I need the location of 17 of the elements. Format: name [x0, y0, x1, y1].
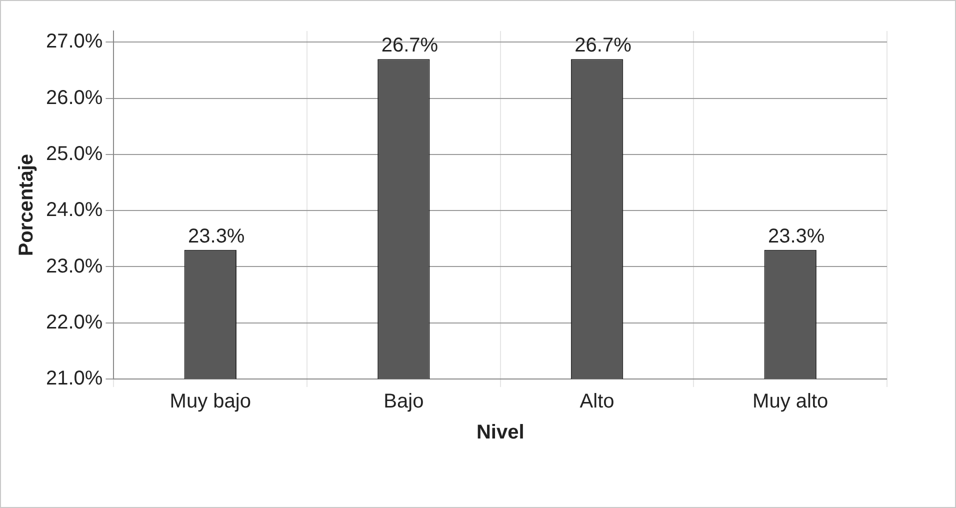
y-tick-label: 24.0%: [46, 199, 103, 222]
y-tick-label: 27.0%: [46, 30, 103, 53]
x-axis-title: Nivel: [476, 422, 524, 444]
y-tick-label: 23.0%: [46, 255, 103, 278]
y-tick-label: 21.0%: [46, 368, 103, 390]
x-tick-label: Alto: [580, 390, 614, 413]
data-label: 23.3%: [768, 225, 825, 248]
y-axis-title: Porcentaje: [16, 154, 38, 256]
data-label: 26.7%: [574, 34, 632, 57]
y-tick-label: 22.0%: [46, 311, 103, 334]
data-label: 23.3%: [188, 225, 245, 248]
x-tick-label: Muy bajo: [170, 390, 251, 413]
y-tick-label: 25.0%: [46, 143, 103, 165]
data-label: 26.7%: [381, 34, 438, 57]
x-tick-label: Muy alto: [752, 390, 828, 413]
y-tick-label: 26.0%: [46, 86, 103, 109]
x-tick-label: Bajo: [384, 390, 424, 413]
